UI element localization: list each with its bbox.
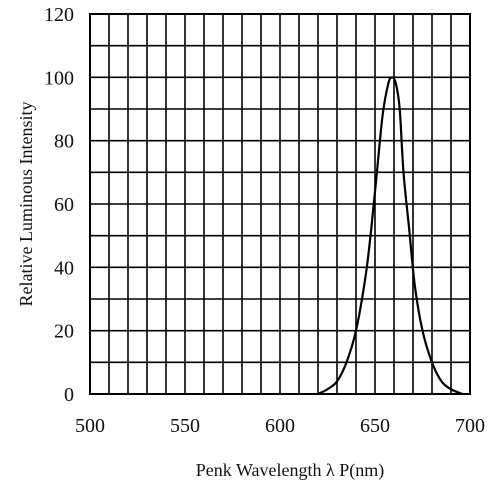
x-tick-label: 500 [75,415,105,437]
x-tick-label: 650 [360,415,390,437]
x-tick-label: 700 [455,415,485,437]
y-tick-label: 120 [44,4,74,26]
y-tick-label: 80 [54,131,74,153]
x-tick-label: 600 [265,415,295,437]
series-line [316,76,464,396]
y-tick-label: 60 [54,194,74,216]
y-tick-label: 40 [54,257,74,279]
y-axis-title: Relative Luminous Intensity [16,102,36,307]
x-axis-title: Penk Wavelength λ P(nm) [196,460,384,481]
y-tick-label: 0 [64,384,74,406]
y-tick-label: 20 [54,321,74,343]
y-axis-ticks: 0 20 40 60 80 100 120 [44,4,74,406]
plot-frame [89,13,471,395]
y-tick-label: 100 [44,67,74,89]
grid [90,14,470,394]
x-tick-label: 550 [170,415,200,437]
x-axis-ticks: 500 550 600 650 700 [75,415,485,437]
